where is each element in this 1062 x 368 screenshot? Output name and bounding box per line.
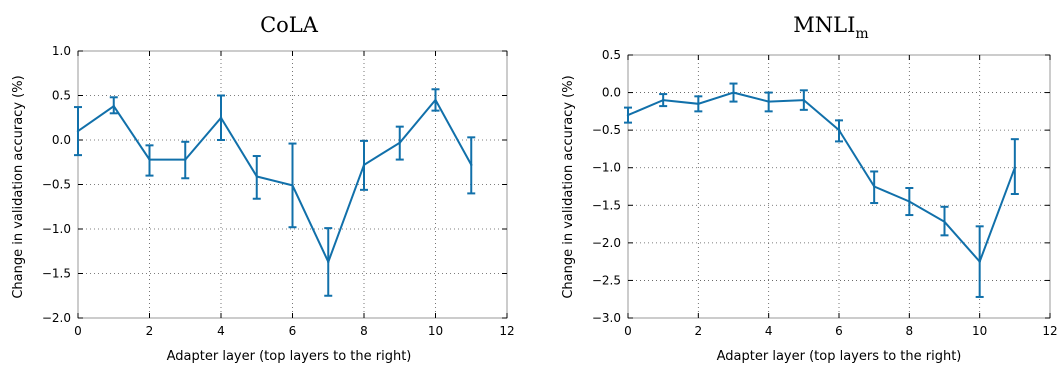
- cola-series-line: [77, 98, 473, 265]
- mnli-data-point: [872, 185, 876, 188]
- cola-data-point: [291, 184, 294, 187]
- mnli-y-tick-label: −2.0: [592, 236, 621, 250]
- cola-x-tick-label: 12: [499, 324, 514, 338]
- cola-y-tick-label: 1.0: [52, 44, 71, 58]
- mnli-panel: MNLIm Change in validation accuracy (%) …: [561, 13, 1058, 364]
- mnli-data-point: [732, 91, 735, 94]
- mnli-data-point: [626, 113, 630, 117]
- cola-y-tick-label: 0.0: [52, 133, 71, 147]
- mnli-title-subscript: m: [855, 26, 868, 42]
- cola-data-point: [148, 158, 151, 161]
- mnli-data-point: [697, 102, 700, 106]
- mnli-x-tick-label: 0: [624, 324, 632, 338]
- cola-data-point: [184, 158, 187, 161]
- mnli-data-point: [1013, 166, 1017, 169]
- cola-x-tick-label: 4: [217, 324, 225, 338]
- cola-data-point: [434, 98, 437, 102]
- cola-data-point: [76, 129, 80, 133]
- cola-data-point: [255, 175, 258, 178]
- mnli-x-tick-label: 4: [765, 324, 773, 338]
- mnli-y-tick-label: −0.5: [592, 123, 621, 137]
- mnli-data-point: [943, 220, 946, 224]
- mnli-x-axis-label: Adapter layer (top layers to the right): [717, 349, 962, 364]
- mnli-y-axis-label: Change in validation accuracy (%): [561, 75, 576, 298]
- mnli-data-point: [978, 260, 981, 263]
- cola-data-point: [219, 116, 223, 119]
- cola-y-tick-label: −1.0: [42, 222, 71, 236]
- mnli-data-point: [908, 200, 911, 203]
- mnli-data-point: [767, 100, 770, 103]
- mnli-y-tick-label: 0.5: [602, 48, 621, 62]
- mnli-x-tick-label: 2: [695, 324, 703, 338]
- cola-y-axis-label: Change in validation accuracy (%): [11, 75, 26, 298]
- cola-y-tick-label: −1.5: [42, 267, 71, 281]
- cola-data-point: [362, 163, 366, 167]
- mnli-x-tick-label: 6: [835, 324, 843, 338]
- mnli-x-tick-label: 12: [1042, 324, 1057, 338]
- mnli-y-tick-label: −1.5: [592, 198, 621, 212]
- mnli-x-tick-label: 8: [906, 324, 914, 338]
- mnli-title: MNLIm: [793, 13, 868, 42]
- cola-data-point: [398, 141, 401, 144]
- mnli-x-tick-label: 10: [972, 324, 987, 338]
- mnli-data-point: [802, 98, 806, 102]
- mnli-series-line: [627, 91, 1016, 264]
- mnli-data-point: [837, 128, 841, 132]
- cola-x-tick-label: 6: [289, 324, 297, 338]
- cola-title: CoLA: [260, 13, 319, 37]
- mnli-data-point: [661, 98, 665, 102]
- mnli-title-main: MNLI: [793, 13, 855, 37]
- cola-y-tick-label: −0.5: [42, 178, 71, 192]
- cola-x-tick-label: 10: [428, 324, 443, 338]
- cola-data-point: [112, 104, 115, 108]
- cola-y-tick-label: −2.0: [42, 311, 71, 325]
- mnli-y-tick-label: −3.0: [592, 311, 621, 325]
- cola-y-tick-label: 0.5: [52, 89, 71, 103]
- cola-data-point: [327, 260, 330, 264]
- mnli-plot-frame: [627, 54, 1051, 319]
- cola-x-tick-label: 2: [146, 324, 154, 338]
- cola-x-axis-label: Adapter layer (top layers to the right): [167, 349, 412, 364]
- mnli-y-tick-label: 0.0: [602, 86, 621, 100]
- cola-x-tick-label: 0: [74, 324, 82, 338]
- cola-data-point: [470, 163, 473, 167]
- mnli-y-tick-label: −2.5: [592, 273, 621, 287]
- cola-x-tick-label: 8: [360, 324, 368, 338]
- mnli-y-tick-label: −1.0: [592, 161, 621, 175]
- cola-panel: CoLA Change in validation accuracy (%) A…: [11, 13, 515, 364]
